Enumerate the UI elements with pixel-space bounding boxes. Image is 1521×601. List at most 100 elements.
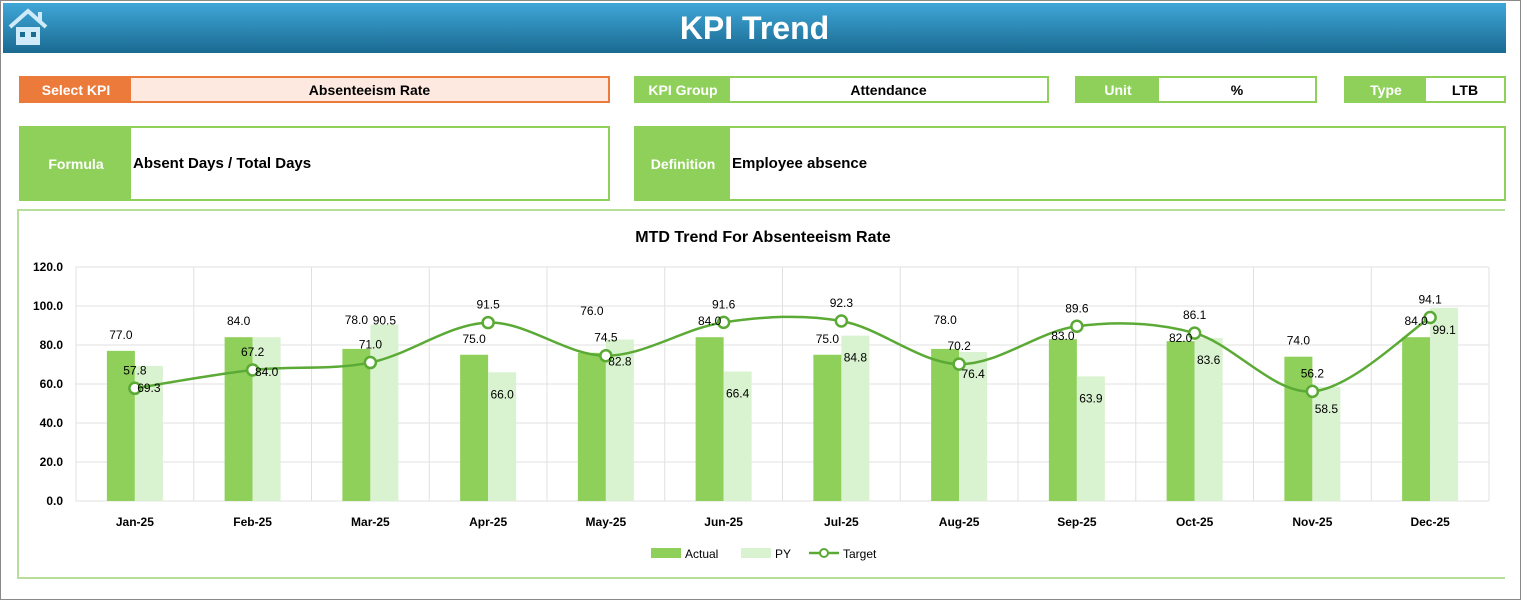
- actual-bar: [460, 354, 489, 501]
- x-tick-label: Feb-25: [233, 515, 272, 529]
- x-tick-label: Jun-25: [704, 515, 743, 529]
- target-point: [128, 381, 142, 396]
- actual-bar: [1048, 339, 1077, 501]
- py-bar: [959, 352, 988, 501]
- target-data-label: 94.1: [1418, 293, 1442, 307]
- py-data-label: 66.0: [490, 387, 514, 401]
- py-data-label: 83.6: [1197, 353, 1221, 367]
- y-tick-label: 0.0: [46, 494, 63, 508]
- target-data-label: 56.2: [1301, 366, 1325, 380]
- target-data-label: 70.2: [947, 339, 971, 353]
- legend-target-label: Target: [843, 547, 877, 561]
- actual-data-label: 84.0: [698, 314, 722, 328]
- py-bar: [1312, 386, 1341, 501]
- y-tick-label: 40.0: [40, 416, 64, 430]
- actual-data-label: 74.0: [1287, 334, 1311, 348]
- unit-label: Unit: [1077, 78, 1159, 101]
- target-data-label: 89.6: [1065, 301, 1089, 315]
- target-data-label: 92.3: [830, 296, 854, 310]
- py-bar: [723, 371, 752, 501]
- legend-target-marker: [819, 548, 829, 558]
- x-tick-label: Nov-25: [1292, 515, 1332, 529]
- target-data-label: 74.5: [594, 331, 618, 345]
- py-bar: [488, 372, 517, 501]
- actual-data-label: 75.0: [462, 332, 486, 346]
- legend-py-swatch: [741, 548, 771, 558]
- actual-bar: [342, 348, 371, 501]
- actual-data-label: 78.0: [345, 313, 369, 327]
- actual-data-label: 83.0: [1051, 329, 1075, 343]
- x-tick-label: Sep-25: [1057, 515, 1097, 529]
- py-data-label: 90.5: [373, 314, 397, 328]
- actual-bar: [813, 354, 842, 501]
- actual-data-label: 76.0: [580, 304, 604, 318]
- y-tick-label: 20.0: [40, 455, 64, 469]
- type-value: LTB: [1426, 78, 1504, 101]
- x-tick-label: Oct-25: [1176, 515, 1214, 529]
- actual-bar: [1402, 337, 1431, 501]
- formula-field: Formula Absent Days / Total Days: [19, 126, 610, 201]
- actual-bar: [224, 337, 253, 501]
- py-data-label: 69.3: [137, 381, 161, 395]
- py-bar: [1194, 337, 1223, 501]
- target-data-label: 57.8: [123, 363, 147, 377]
- py-data-label: 84.0: [255, 365, 279, 379]
- py-bar: [1430, 307, 1459, 501]
- legend-actual-swatch: [651, 548, 681, 558]
- actual-bar: [1284, 356, 1313, 501]
- target-data-label: 91.6: [712, 297, 736, 311]
- target-data-label: 86.1: [1183, 308, 1207, 322]
- actual-bar: [577, 352, 606, 501]
- py-data-label: 84.8: [844, 351, 868, 365]
- py-data-label: 66.4: [726, 387, 750, 401]
- x-tick-label: Aug-25: [939, 515, 980, 529]
- select-kpi-value[interactable]: Absenteeism Rate: [131, 78, 608, 101]
- y-tick-label: 80.0: [40, 338, 64, 352]
- py-data-label: 58.5: [1315, 402, 1339, 416]
- home-icon[interactable]: [7, 7, 49, 47]
- actual-bar: [106, 350, 135, 501]
- select-kpi-field[interactable]: Select KPI Absenteeism Rate: [19, 76, 610, 103]
- target-data-label: 71.0: [359, 338, 383, 352]
- definition-field: Definition Employee absence: [634, 126, 1506, 201]
- y-tick-label: 120.0: [33, 260, 63, 274]
- type-label: Type: [1346, 78, 1426, 101]
- y-tick-label: 100.0: [33, 299, 63, 313]
- py-data-label: 63.9: [1079, 391, 1103, 405]
- py-data-label: 82.8: [608, 355, 632, 369]
- actual-data-label: 78.0: [933, 313, 957, 327]
- chart-container: [17, 209, 1505, 579]
- target-point: [1070, 319, 1084, 334]
- py-bar: [252, 337, 281, 501]
- kpi-group-value: Attendance: [730, 78, 1047, 101]
- target-point: [1423, 310, 1437, 325]
- target-point: [1305, 384, 1320, 399]
- target-point: [834, 314, 849, 328]
- formula-label: Formula: [21, 128, 131, 199]
- target-point: [481, 315, 495, 330]
- py-bar: [605, 339, 634, 501]
- formula-value: Absent Days / Total Days: [131, 128, 608, 199]
- target-point: [363, 355, 378, 370]
- actual-data-label: 75.0: [816, 332, 840, 346]
- x-tick-label: Apr-25: [469, 515, 507, 529]
- actual-bar: [1166, 341, 1195, 501]
- py-data-label: 99.1: [1432, 323, 1456, 337]
- x-tick-label: Dec-25: [1410, 515, 1450, 529]
- actual-data-label: 77.0: [109, 328, 133, 342]
- x-tick-label: Jan-25: [116, 515, 154, 529]
- x-tick-label: May-25: [586, 515, 627, 529]
- y-tick-label: 60.0: [40, 377, 64, 391]
- actual-bar: [931, 348, 960, 501]
- actual-data-label: 82.0: [1169, 331, 1193, 345]
- x-tick-label: Jul-25: [824, 515, 859, 529]
- page-title: KPI Trend: [679, 9, 830, 46]
- unit-value: %: [1159, 78, 1315, 101]
- actual-bar: [695, 337, 724, 501]
- target-data-label: 91.5: [476, 298, 500, 312]
- target-point: [952, 357, 966, 371]
- chart-title: MTD Trend For Absenteeism Rate: [635, 229, 891, 246]
- target-point: [245, 363, 260, 377]
- py-bar: [370, 324, 399, 501]
